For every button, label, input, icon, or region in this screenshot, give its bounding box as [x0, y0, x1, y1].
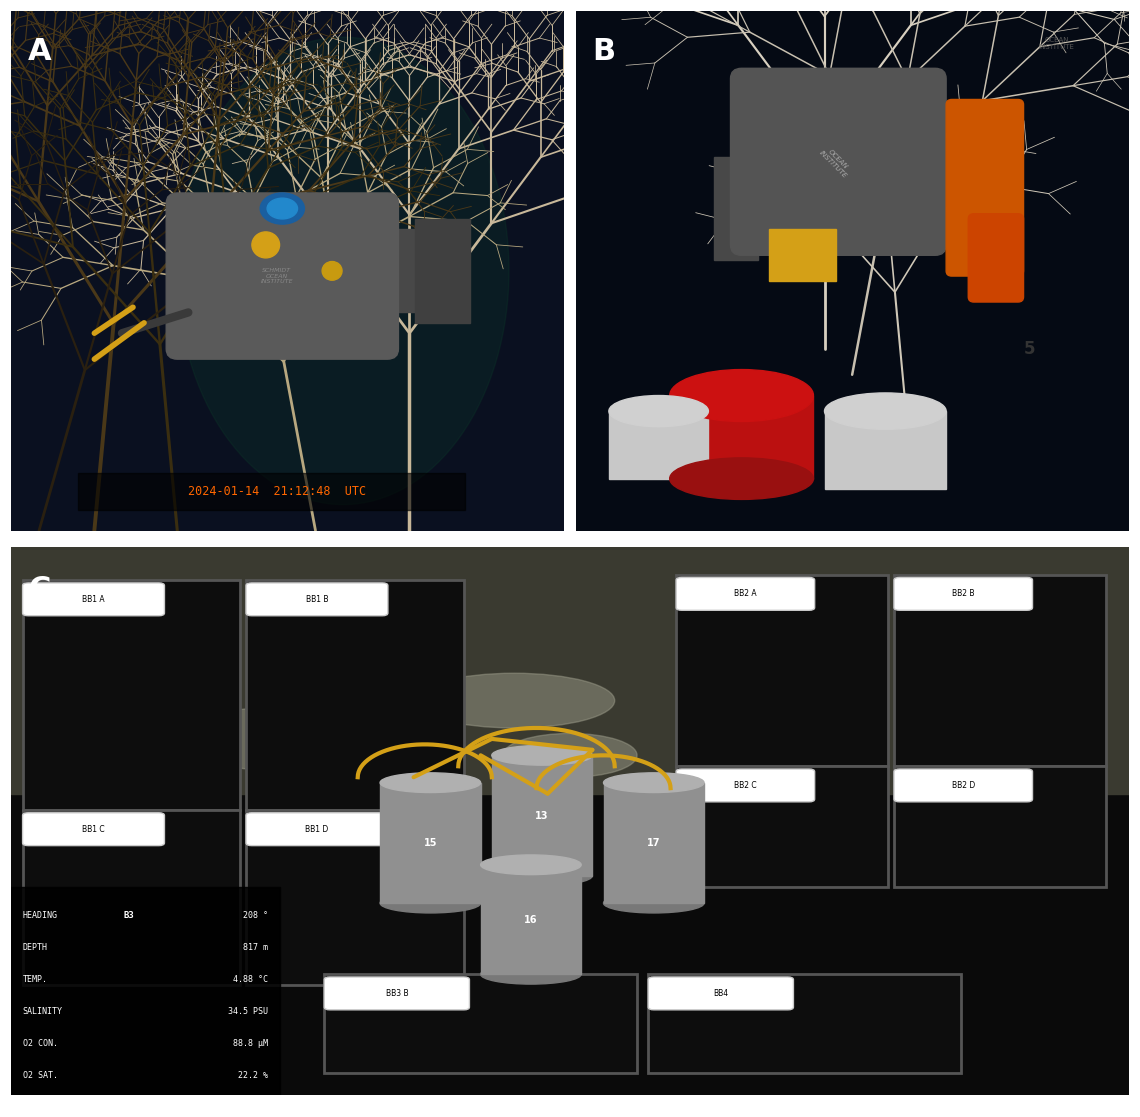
Ellipse shape	[414, 674, 614, 728]
Ellipse shape	[481, 855, 581, 875]
Bar	[481, 865, 581, 974]
FancyBboxPatch shape	[23, 583, 164, 615]
Text: BB3 B: BB3 B	[385, 989, 408, 997]
Bar	[824, 411, 946, 489]
Ellipse shape	[603, 773, 705, 793]
Ellipse shape	[179, 706, 402, 772]
Circle shape	[323, 261, 342, 280]
Bar	[23, 810, 241, 985]
FancyBboxPatch shape	[23, 813, 164, 846]
Text: O2 CON.: O2 CON.	[23, 1039, 58, 1048]
FancyBboxPatch shape	[894, 577, 1033, 610]
Text: C: C	[28, 574, 50, 603]
FancyBboxPatch shape	[676, 768, 815, 802]
Bar	[355, 229, 421, 313]
Text: BB2 D: BB2 D	[952, 781, 975, 790]
Text: 5: 5	[1024, 340, 1035, 357]
Ellipse shape	[40, 684, 206, 739]
Text: SCHMIDT
OCEAN
INSTITUTE: SCHMIDT OCEAN INSTITUTE	[260, 268, 293, 285]
Ellipse shape	[481, 964, 581, 984]
Text: 4.88 °C: 4.88 °C	[234, 975, 268, 984]
FancyBboxPatch shape	[968, 213, 1024, 302]
Bar	[415, 219, 471, 323]
Text: 34.5 PSU: 34.5 PSU	[228, 1006, 268, 1016]
Bar	[669, 395, 814, 478]
Bar	[770, 229, 836, 281]
Text: TEMP.: TEMP.	[23, 975, 48, 984]
Bar	[603, 783, 705, 903]
Ellipse shape	[503, 734, 637, 777]
Bar	[609, 411, 708, 478]
FancyBboxPatch shape	[946, 99, 1024, 276]
Ellipse shape	[491, 745, 593, 765]
Text: BB2 C: BB2 C	[734, 781, 757, 790]
Bar	[380, 783, 481, 903]
Text: 208 °: 208 °	[243, 911, 268, 920]
Bar	[714, 156, 758, 260]
Text: BB1 C: BB1 C	[82, 824, 105, 833]
Ellipse shape	[491, 866, 593, 886]
Ellipse shape	[380, 894, 481, 913]
Text: BB2 B: BB2 B	[952, 590, 975, 599]
Text: DEPTH: DEPTH	[23, 943, 48, 952]
Bar	[676, 766, 888, 887]
Text: OCEAN
INSTITUTE: OCEAN INSTITUTE	[1039, 37, 1075, 50]
FancyBboxPatch shape	[894, 768, 1033, 802]
Text: 2024-01-14  21:12:48  UTC: 2024-01-14 21:12:48 UTC	[188, 485, 366, 498]
Ellipse shape	[267, 198, 298, 219]
FancyBboxPatch shape	[649, 977, 793, 1010]
Bar	[894, 766, 1106, 887]
Ellipse shape	[669, 370, 814, 421]
Bar	[676, 575, 888, 766]
Bar	[324, 974, 637, 1072]
Text: B3: B3	[123, 911, 133, 920]
Circle shape	[252, 232, 279, 258]
Text: SALINITY: SALINITY	[23, 1006, 63, 1016]
FancyBboxPatch shape	[166, 193, 399, 360]
Text: 17: 17	[648, 838, 660, 848]
Ellipse shape	[824, 393, 946, 429]
Bar	[23, 580, 241, 810]
FancyBboxPatch shape	[246, 813, 388, 846]
Text: 15: 15	[424, 838, 437, 848]
Ellipse shape	[609, 395, 708, 427]
Bar	[246, 810, 464, 985]
Text: OCEAN
INSTITUTE: OCEAN INSTITUTE	[819, 144, 853, 179]
Text: 22.2 %: 22.2 %	[238, 1071, 268, 1080]
Text: 13: 13	[536, 811, 548, 821]
Ellipse shape	[669, 458, 814, 499]
Text: BB4: BB4	[714, 989, 728, 997]
Text: BB1 A: BB1 A	[82, 595, 105, 604]
FancyBboxPatch shape	[246, 583, 388, 615]
FancyBboxPatch shape	[324, 977, 470, 1010]
Text: HEADING: HEADING	[23, 911, 58, 920]
FancyBboxPatch shape	[676, 577, 815, 610]
Text: BB1 D: BB1 D	[306, 824, 328, 833]
Text: B: B	[593, 37, 616, 66]
Bar	[11, 547, 1129, 793]
Text: A: A	[28, 37, 51, 66]
Text: BB1 B: BB1 B	[306, 595, 328, 604]
Bar	[491, 755, 593, 876]
FancyBboxPatch shape	[731, 68, 946, 256]
Text: O2 SAT.: O2 SAT.	[23, 1071, 58, 1080]
Bar	[78, 474, 465, 509]
Text: 16: 16	[524, 915, 538, 925]
Ellipse shape	[603, 894, 705, 913]
Text: 817 m: 817 m	[243, 943, 268, 952]
Bar	[246, 580, 464, 810]
Bar	[894, 575, 1106, 766]
Ellipse shape	[177, 37, 508, 505]
Text: 88.8 μM: 88.8 μM	[234, 1039, 268, 1048]
Bar	[649, 974, 961, 1072]
Bar	[11, 887, 279, 1095]
Text: BB2 A: BB2 A	[734, 590, 757, 599]
Ellipse shape	[260, 193, 304, 225]
Ellipse shape	[380, 773, 481, 793]
